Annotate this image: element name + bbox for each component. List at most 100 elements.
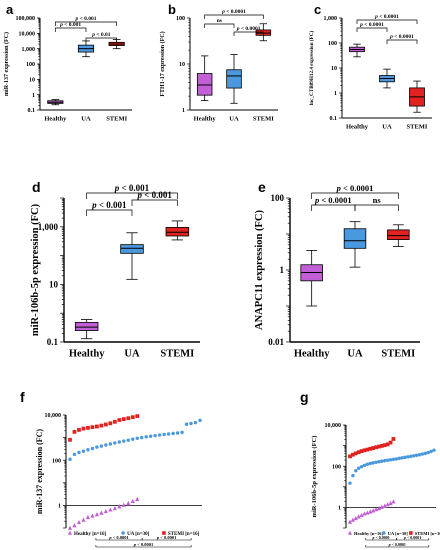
- legend-marker: [382, 531, 386, 535]
- point: [354, 469, 358, 473]
- point: [356, 450, 361, 455]
- point: [423, 451, 428, 456]
- point: [348, 454, 352, 459]
- bracket-line: [141, 538, 192, 541]
- point: [94, 424, 99, 429]
- point: [391, 499, 396, 504]
- point: [81, 449, 86, 453]
- point: [426, 450, 430, 455]
- legend-marker: [348, 530, 352, 535]
- legend-item: Healthy [n=16]: [348, 530, 383, 536]
- point: [121, 502, 126, 507]
- legend-marker: [162, 531, 166, 535]
- point: [368, 461, 372, 466]
- y-axis-label: ANAPC11 expression (FC): [254, 210, 265, 330]
- x-tick-label-ua: UA: [347, 349, 363, 360]
- box-iqr: [74, 321, 99, 331]
- p-value-label: p < 0.001: [91, 200, 127, 210]
- point: [382, 503, 387, 508]
- panel-e: e 0.01 1 100 ANAPC11 expression (FC) Healthy U…: [254, 179, 420, 360]
- point: [94, 512, 99, 517]
- box-healthy: [196, 55, 213, 102]
- y-tick-label: 1,000: [38, 222, 59, 232]
- x-tick-label-ua: UA: [382, 124, 392, 131]
- point: [86, 448, 90, 452]
- box-iqr: [120, 244, 144, 254]
- series-stemi: [68, 414, 140, 442]
- y-tick-label: 10,000: [325, 423, 342, 429]
- series-ua: [68, 418, 202, 461]
- box-iqr: [387, 229, 410, 240]
- point: [77, 427, 81, 432]
- point: [380, 459, 384, 463]
- bracket-line: [204, 23, 235, 28]
- point: [420, 452, 425, 456]
- y-axis-label: miR-137 expression (FC): [3, 32, 10, 96]
- y-tick-label: 10,000: [19, 31, 36, 37]
- y-axis-label: miR-137 expression (FC): [35, 429, 44, 515]
- point: [121, 417, 126, 421]
- point: [365, 510, 370, 515]
- y-tick-label: 1: [280, 265, 285, 275]
- point: [103, 508, 108, 514]
- point: [359, 512, 364, 518]
- legend-marker: [409, 531, 413, 535]
- point: [377, 460, 381, 464]
- point: [374, 460, 378, 464]
- point: [153, 433, 157, 438]
- point: [359, 464, 364, 469]
- bracket-line: [54, 27, 87, 32]
- p-value-label: p < 0.0001: [156, 535, 177, 540]
- point: [103, 422, 108, 427]
- point: [175, 431, 180, 435]
- point: [72, 523, 77, 528]
- y-tick-label: 10: [331, 66, 337, 72]
- x-tick-label-stemi: STEMI: [160, 349, 194, 360]
- point: [135, 414, 140, 419]
- y-tick-label: 1,000: [22, 47, 36, 53]
- point: [90, 446, 95, 451]
- x-tick-label-healthy: Healthy: [346, 124, 369, 131]
- y-axis-label: miR-106b-5p expression (FC): [30, 203, 41, 336]
- bracket-line: [354, 204, 399, 211]
- x-tick-label-healthy: Healthy: [44, 116, 67, 123]
- significance-bracket: p < 0.0001: [356, 22, 388, 32]
- y-tick-label: 100: [328, 41, 337, 47]
- legend-label: STEMI [n=16]: [168, 532, 200, 537]
- x-tick-label-healthy: Healthy: [69, 349, 105, 360]
- point: [371, 508, 376, 513]
- bracket-line: [365, 545, 430, 548]
- panel-letter-c: c: [314, 2, 321, 17]
- box-ua: [379, 68, 395, 89]
- point: [362, 463, 367, 468]
- y-tick-label: 100: [271, 193, 285, 203]
- p-value-label: ns: [217, 18, 222, 24]
- significance-bracket: p < 0.0001: [311, 195, 356, 211]
- bracket-line: [95, 545, 192, 548]
- p-value-label: p < 0.0001: [314, 195, 352, 205]
- point: [388, 500, 393, 506]
- box-ua: [343, 221, 367, 268]
- point: [391, 457, 396, 462]
- point: [391, 437, 396, 441]
- p-value-label: p < 0.0001: [388, 542, 406, 547]
- significance-bracket: p < 0.001: [131, 190, 178, 206]
- point: [406, 455, 410, 459]
- p-value-label: p < 0.01: [91, 32, 111, 38]
- point: [412, 454, 416, 458]
- p-value-label: p < 0.0001: [236, 26, 261, 32]
- panel-letter-g: g: [300, 389, 309, 405]
- point: [394, 457, 399, 461]
- significance-bracket: p < 0.0001: [365, 542, 430, 548]
- point: [379, 443, 384, 448]
- point: [353, 451, 358, 456]
- point: [397, 456, 401, 461]
- x-tick-label-stemi: STEMI: [253, 116, 274, 123]
- legend-item: Healthy [n=16]: [68, 530, 106, 537]
- y-tick-label: 1: [334, 91, 337, 97]
- point: [371, 461, 375, 465]
- point: [126, 416, 131, 421]
- point: [382, 443, 387, 448]
- point: [379, 504, 384, 509]
